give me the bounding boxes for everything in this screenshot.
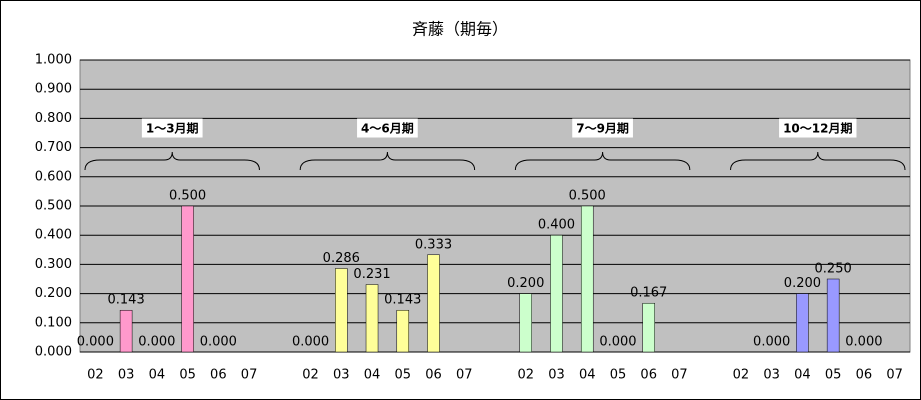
x-tick-label: 04	[364, 368, 381, 383]
y-tick-label: 0.700	[35, 140, 72, 155]
x-tick-label: 06	[210, 368, 227, 383]
x-tick-label: 07	[241, 368, 258, 383]
x-tick-label: 04	[579, 368, 596, 383]
group-label-box	[572, 118, 633, 138]
x-tick-label: 02	[733, 368, 750, 383]
bar	[119, 309, 133, 353]
value-label: 0.143	[108, 293, 145, 308]
y-tick-label: 0.200	[35, 286, 72, 301]
y-tick-label: 0.900	[35, 82, 72, 97]
group-label-box	[141, 118, 203, 138]
x-tick-label: 05	[179, 368, 196, 383]
x-tick-label: 04	[794, 368, 811, 383]
value-label: 0.500	[169, 189, 206, 204]
bar	[181, 205, 194, 353]
y-tick-label: 0.000	[35, 345, 72, 360]
x-tick-label: 02	[87, 368, 104, 383]
value-label: 0.000	[200, 335, 237, 350]
x-tick-label: 04	[149, 368, 166, 383]
value-label: 0.167	[630, 286, 667, 301]
value-label: 0.000	[77, 335, 114, 350]
x-tick-label: 02	[302, 368, 319, 383]
x-tick-label: 05	[610, 368, 627, 383]
bar	[550, 234, 563, 353]
group-brace	[84, 151, 260, 171]
bar	[580, 205, 594, 353]
bar	[396, 309, 410, 353]
value-label: 0.200	[784, 276, 821, 291]
x-tick-label: 07	[456, 368, 473, 383]
x-tick-label: 05	[825, 368, 842, 383]
group-label: 7～9月期	[576, 121, 629, 136]
bar	[519, 293, 532, 353]
group-brace	[514, 151, 691, 171]
group-label: 1～3月期	[146, 121, 199, 136]
value-label: 0.333	[415, 237, 452, 252]
x-tick-label: 02	[517, 368, 534, 383]
value-label: 0.000	[845, 335, 882, 350]
y-tick-label: 1.000	[35, 53, 72, 68]
y-tick-label: 0.400	[35, 228, 72, 243]
x-tick-label: 05	[395, 368, 412, 383]
value-label: 0.000	[753, 335, 790, 350]
x-tick-label: 03	[333, 368, 350, 383]
bar	[427, 254, 440, 353]
y-tick-label: 0.600	[35, 169, 72, 184]
value-label: 0.000	[138, 335, 175, 350]
value-label: 0.286	[323, 251, 360, 266]
bar	[826, 278, 840, 353]
group-brace	[299, 151, 476, 171]
value-label: 0.000	[599, 335, 636, 350]
value-label: 0.143	[384, 293, 421, 308]
x-tick-label: 07	[886, 368, 903, 383]
bar	[365, 284, 379, 353]
y-tick-label: 0.300	[35, 257, 72, 272]
x-tick-label: 03	[763, 368, 780, 383]
group-label-box	[357, 118, 418, 138]
group-label: 4～6月期	[361, 121, 414, 136]
value-label: 0.400	[538, 218, 575, 233]
value-label: 0.250	[815, 262, 852, 277]
x-tick-label: 06	[640, 368, 657, 383]
bar	[335, 268, 348, 353]
group-label: 10～12月期	[783, 121, 852, 136]
x-tick-label: 07	[671, 368, 688, 383]
group-brace	[730, 151, 906, 171]
y-tick-label: 0.500	[35, 199, 72, 214]
value-label: 0.200	[507, 276, 544, 291]
x-tick-label: 06	[856, 368, 873, 383]
value-label: 0.231	[353, 267, 390, 282]
x-tick-label: 03	[548, 368, 565, 383]
group-label-box	[779, 118, 857, 138]
value-label: 0.500	[569, 189, 606, 204]
x-tick-label: 03	[118, 368, 135, 383]
value-label: 0.000	[292, 335, 329, 350]
y-tick-label: 0.100	[35, 315, 72, 330]
bar	[796, 293, 809, 353]
chart-title: 斉藤（期毎）	[412, 20, 508, 39]
x-tick-label: 06	[425, 368, 442, 383]
y-tick-label: 0.800	[35, 111, 72, 126]
bar	[642, 302, 655, 353]
